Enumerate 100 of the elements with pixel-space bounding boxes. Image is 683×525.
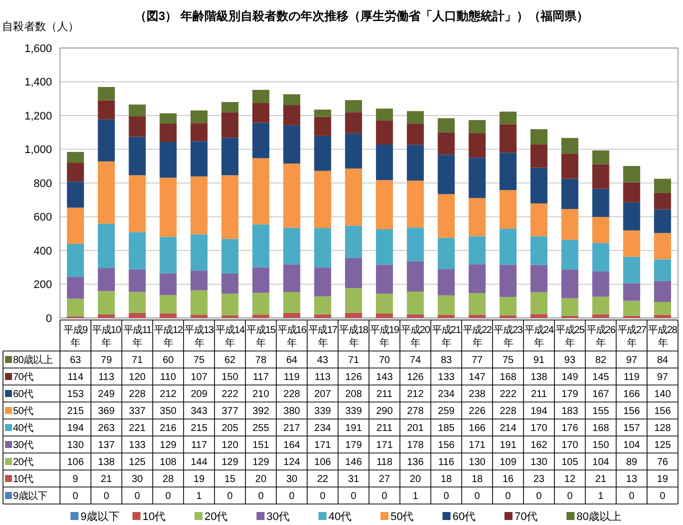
data-label: 113 (314, 372, 332, 383)
y-tick-label: 1,400 (24, 76, 52, 89)
data-label: 78 (255, 355, 267, 366)
legend-label: 40代 (13, 423, 34, 434)
x-tick-label: 平成13年 (184, 324, 214, 349)
x-tick-label: 平成21年 (432, 324, 462, 349)
data-label: 27 (378, 474, 390, 485)
data-label: 166 (468, 423, 486, 434)
data-label: 129 (222, 457, 239, 468)
data-label: 0 (134, 491, 140, 502)
text: 50代 (390, 510, 414, 523)
data-label: 70 (378, 355, 390, 366)
legend-label: 50代 (13, 406, 34, 417)
data-label: 377 (222, 406, 239, 417)
data-label: 179 (345, 440, 362, 451)
data-label: 23 (533, 474, 545, 485)
data-label: 113 (98, 372, 115, 383)
data-label: 106 (67, 457, 84, 468)
data-label: 1 (196, 491, 202, 502)
data-label: 109 (500, 457, 517, 468)
data-label: 62 (224, 355, 236, 366)
data-label: 0 (72, 491, 79, 502)
data-label: 143 (376, 372, 394, 383)
x-tick-label: 平成23年 (494, 324, 524, 349)
data-label: 118 (376, 457, 393, 468)
data-label: 150 (592, 440, 610, 451)
data-label: 138 (98, 457, 116, 468)
legend-label: 30代 (13, 440, 34, 451)
legend-label: 20代 (13, 457, 34, 468)
text: 30代 (266, 510, 290, 523)
data-label: 0 (258, 491, 264, 502)
x-tick-label: 平成12年 (154, 324, 184, 349)
data-label: 0 (628, 491, 635, 502)
data-label: 9 (72, 474, 79, 485)
text: 40代 (328, 510, 352, 523)
data-label: 211 (530, 389, 548, 400)
data-label: 0 (104, 491, 110, 502)
data-label: 18 (440, 474, 452, 485)
data-label: 22 (317, 474, 329, 485)
data-label: 205 (222, 423, 239, 434)
text: 9歳以下 (13, 491, 48, 502)
data-label: 194 (530, 406, 548, 417)
data-label: 208 (345, 389, 362, 400)
data-label: 290 (376, 406, 394, 417)
data-label: 171 (314, 440, 332, 451)
data-label: 221 (128, 423, 146, 434)
data-label: 0 (288, 491, 295, 502)
data-label: 369 (98, 406, 116, 417)
data-label: 97 (656, 372, 669, 383)
text: 10代 (142, 510, 166, 523)
data-label: 392 (252, 406, 270, 417)
data-label: 126 (407, 372, 424, 383)
x-tick-label: 平成20年 (400, 324, 431, 349)
data-label: 145 (592, 372, 610, 383)
legend-label: 9歳以下 (80, 510, 120, 523)
y-tick-label: 600 (34, 212, 52, 224)
legend-label: 60代 (13, 389, 34, 400)
data-label: 216 (160, 423, 177, 434)
data-label: 71 (132, 355, 144, 366)
data-label: 147 (468, 372, 486, 383)
x-tick-label: 平成24年 (524, 324, 554, 349)
data-label: 212 (407, 389, 424, 400)
data-label: 20 (410, 474, 422, 485)
data-label: 170 (530, 423, 548, 434)
data-label: 337 (128, 406, 146, 417)
data-label: 130 (67, 440, 84, 451)
data-label: 228 (283, 389, 301, 400)
text: 20代 (204, 510, 228, 523)
data-label: 89 (626, 457, 638, 468)
data-label: 43 (317, 355, 329, 366)
data-label: 19 (193, 474, 206, 485)
data-label: 212 (160, 389, 177, 400)
data-label: 263 (98, 423, 116, 434)
data-label: 201 (407, 423, 424, 434)
legend-label: 80歳以上 (13, 354, 53, 366)
data-label: 0 (567, 491, 574, 502)
data-label: 0 (474, 491, 480, 502)
x-tick-label: 平成10年 (92, 324, 122, 349)
data-label: 179 (562, 389, 579, 400)
data-label: 79 (100, 355, 112, 366)
data-label: 125 (654, 440, 672, 451)
data-label: 214 (500, 423, 517, 434)
data-label: 0 (505, 491, 512, 502)
data-label: 156 (654, 406, 672, 417)
data-label: 234 (438, 389, 456, 400)
data-label: 71 (348, 355, 360, 366)
data-label: 0 (443, 491, 450, 502)
data-label: 171 (468, 440, 486, 451)
data-label: 228 (500, 406, 517, 417)
data-label: 15 (224, 474, 236, 485)
data-label: 339 (345, 406, 362, 417)
data-label: 93 (564, 355, 576, 366)
data-label: 21 (595, 474, 607, 485)
data-label: 110 (160, 372, 177, 383)
data-label: 171 (376, 440, 394, 451)
x-tick-label: 平成17年 (308, 324, 338, 349)
data-label: 234 (314, 423, 332, 434)
data-label: 178 (407, 440, 424, 451)
data-label: 107 (190, 372, 208, 383)
data-label: 339 (314, 406, 332, 417)
